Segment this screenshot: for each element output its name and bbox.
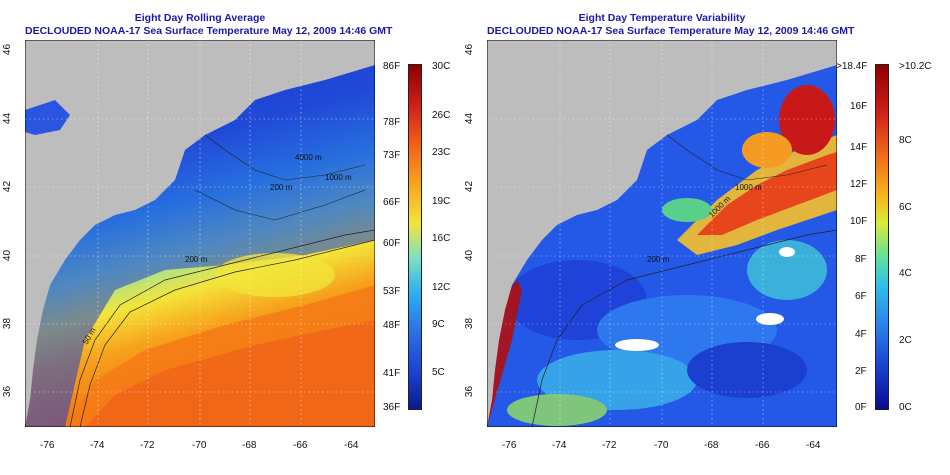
left-ytick: 38 (2, 317, 14, 330)
right-colorbar-c: >10.2C (899, 61, 932, 72)
left-sst-map: 200 m 1000 m 200 m 4000 m 50 m (25, 40, 375, 427)
right-colorbar-f: 4F (855, 329, 867, 340)
right-ytick: 38 (464, 317, 476, 330)
left-colorbar-f: 73F (383, 150, 401, 161)
left-colorbar (408, 64, 422, 410)
right-xtick: -68 (704, 440, 719, 451)
right-xtick: -74 (552, 440, 567, 451)
left-colorbar-f: 41F (383, 368, 401, 379)
left-colorbar-c: 9C (432, 319, 445, 330)
left-colorbar-f: 86F (383, 61, 401, 72)
right-colorbar-c: 8C (899, 135, 912, 146)
left-xtick: -72 (140, 440, 155, 451)
right-ytick: 40 (464, 249, 476, 262)
left-ytick: 42 (2, 180, 14, 193)
right-xtick: -70 (654, 440, 669, 451)
left-colorbar-f: 36F (383, 402, 401, 413)
left-colorbar-f: 66F (383, 197, 401, 208)
left-colorbar-c: 12C (432, 282, 451, 293)
right-colorbar-f: 0F (855, 402, 867, 413)
right-colorbar-f: >18.4F (836, 61, 868, 72)
left-xtick: -76 (40, 440, 55, 451)
right-ytick: 44 (464, 112, 476, 125)
right-colorbar (875, 64, 889, 410)
right-colorbar-f: 14F (850, 142, 868, 153)
left-xtick: -68 (242, 440, 257, 451)
left-ytick: 36 (2, 385, 14, 398)
right-ytick: 36 (464, 385, 476, 398)
left-contour-label: 4000 m (295, 153, 322, 162)
left-xtick: -70 (192, 440, 207, 451)
right-colorbar-f: 12F (850, 179, 868, 190)
left-colorbar-f: 53F (383, 286, 401, 297)
left-colorbar-f: 48F (383, 320, 401, 331)
left-colorbar-c: 19C (432, 196, 451, 207)
left-xtick: -74 (90, 440, 105, 451)
left-title-line2: DECLOUDED NOAA-17 Sea Surface Temperatur… (25, 25, 393, 37)
right-colorbar-c: 2C (899, 335, 912, 346)
left-xtick: -66 (293, 440, 308, 451)
right-xtick: -72 (602, 440, 617, 451)
right-colorbar-f: 6F (855, 291, 867, 302)
right-xtick: -64 (806, 440, 821, 451)
left-colorbar-c: 26C (432, 110, 451, 121)
right-ytick: 46 (464, 43, 476, 56)
left-contour-label: 200 m (185, 255, 208, 264)
left-title-line1: Eight Day Rolling Average (134, 12, 266, 24)
left-ytick: 46 (2, 43, 14, 56)
right-colorbar-f: 16F (850, 101, 868, 112)
right-ytick: 42 (464, 180, 476, 193)
right-colorbar-c: 0C (899, 402, 912, 413)
right-contour-label: 200 m (647, 255, 670, 264)
left-ytick: 44 (2, 112, 14, 125)
left-ytick: 40 (2, 249, 14, 262)
left-colorbar-c: 23C (432, 147, 451, 158)
right-title-line1: Eight Day Temperature Variability (578, 12, 746, 24)
right-xtick: -76 (502, 440, 517, 451)
left-colorbar-c: 16C (432, 233, 451, 244)
left-contour-label: 1000 m (325, 173, 352, 182)
left-colorbar-f: 78F (383, 117, 401, 128)
right-xtick: -66 (755, 440, 770, 451)
left-colorbar-f: 60F (383, 238, 401, 249)
left-colorbar-c: 5C (432, 367, 445, 378)
right-colorbar-c: 4C (899, 268, 912, 279)
left-contour-label: 200 m (270, 183, 293, 192)
right-colorbar-f: 2F (855, 366, 867, 377)
left-colorbar-c: 30C (432, 61, 451, 72)
right-title-line2: DECLOUDED NOAA-17 Sea Surface Temperatur… (487, 25, 855, 37)
right-variability-map: 200 m 1000 m 1000 m (487, 40, 837, 427)
right-colorbar-f: 8F (855, 254, 867, 265)
right-contour-label: 1000 m (735, 183, 762, 192)
right-colorbar-f: 10F (850, 216, 868, 227)
right-colorbar-c: 6C (899, 202, 912, 213)
left-xtick: -64 (344, 440, 359, 451)
